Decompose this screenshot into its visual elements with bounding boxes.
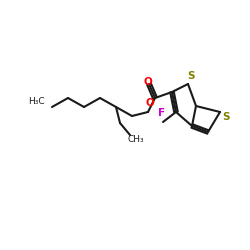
Text: H₃C: H₃C xyxy=(28,98,45,106)
Text: S: S xyxy=(222,112,230,122)
Text: F: F xyxy=(158,108,166,118)
Text: CH₃: CH₃ xyxy=(128,136,144,144)
Text: S: S xyxy=(187,71,195,81)
Text: O: O xyxy=(144,77,152,87)
Text: O: O xyxy=(146,98,154,108)
